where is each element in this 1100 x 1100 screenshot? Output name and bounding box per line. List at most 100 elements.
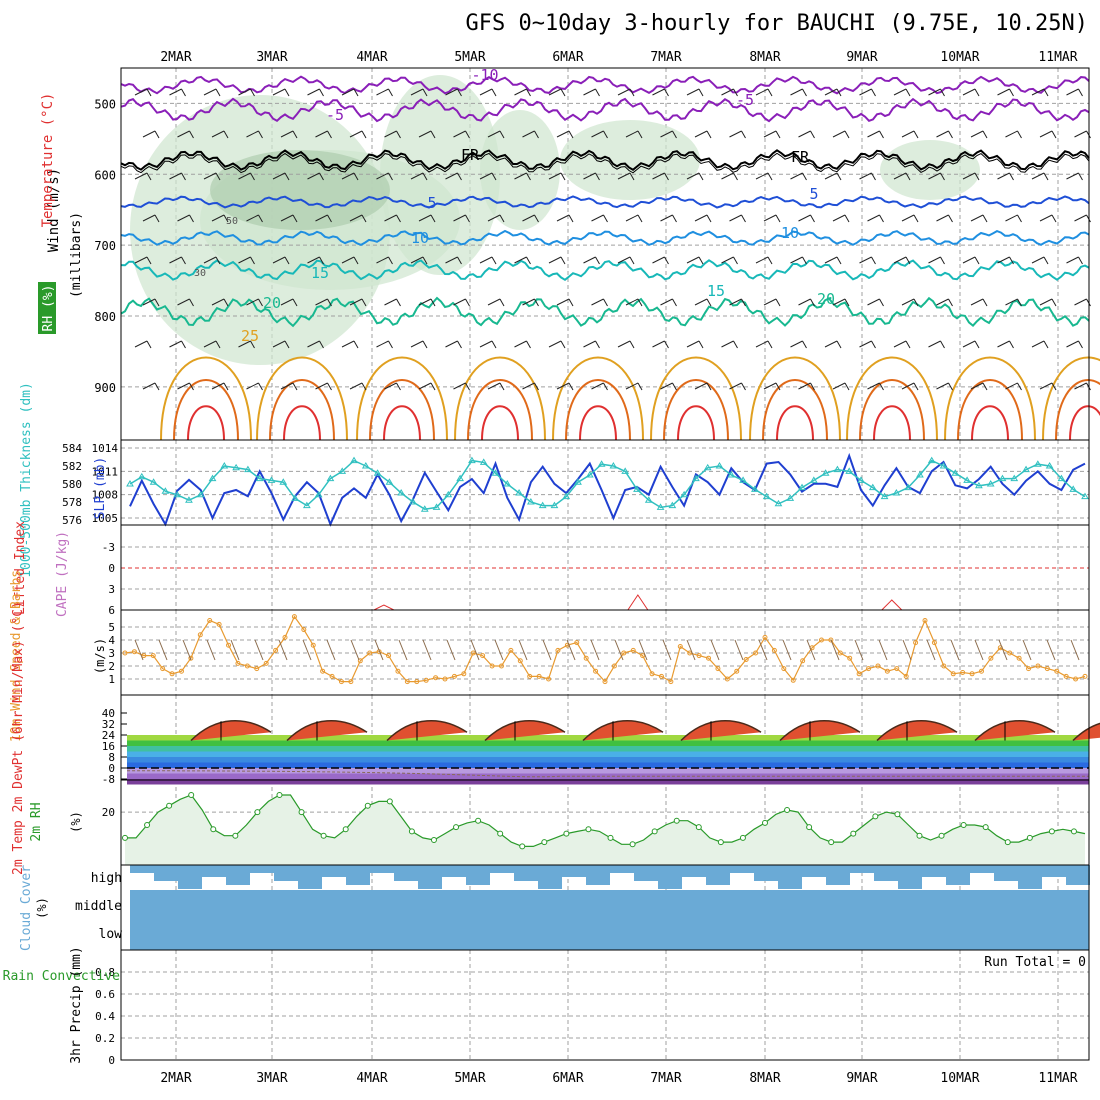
rh-shading bbox=[560, 120, 700, 200]
wind-barb bbox=[629, 340, 635, 349]
wind-speed-point bbox=[856, 671, 862, 677]
wind-barb bbox=[962, 340, 976, 348]
rh-point bbox=[629, 841, 636, 848]
wind-barb bbox=[962, 256, 976, 264]
thickness-marker bbox=[137, 472, 146, 480]
wind-speed-point bbox=[310, 642, 316, 648]
wind-tick-label: 4 bbox=[108, 634, 115, 647]
rh-point bbox=[210, 826, 217, 833]
wind-barb bbox=[936, 298, 949, 306]
wind-barb bbox=[349, 214, 363, 222]
wind-tick-label: 5 bbox=[108, 621, 115, 634]
wind-barb bbox=[142, 382, 156, 390]
wind-barb bbox=[1009, 172, 1014, 181]
wind-speed-point bbox=[282, 634, 288, 640]
axis-title-precip: 3hr Precip (mm) bbox=[69, 946, 84, 1063]
temperature-band bbox=[127, 768, 1089, 774]
wind-barb bbox=[879, 382, 884, 391]
contour-30 bbox=[173, 379, 239, 441]
wind-barb bbox=[1043, 172, 1049, 181]
rh-point bbox=[828, 839, 835, 846]
rh-point bbox=[739, 834, 746, 841]
contour-freezing bbox=[120, 149, 1090, 172]
wind-barb bbox=[832, 130, 846, 138]
rh-point bbox=[144, 822, 151, 828]
wind-speed-point bbox=[771, 647, 777, 653]
wind-speed-point bbox=[1016, 655, 1022, 661]
wind-barb bbox=[844, 382, 850, 391]
wind-barb bbox=[824, 88, 838, 96]
wind-barb bbox=[997, 256, 1010, 264]
contour-25 bbox=[944, 356, 1036, 441]
wind-barb-10m bbox=[302, 639, 312, 661]
wind-barb bbox=[457, 256, 462, 265]
rh-point bbox=[982, 824, 989, 831]
wind-barb bbox=[625, 298, 639, 306]
wind-barb bbox=[767, 172, 773, 181]
wind-barb bbox=[211, 298, 225, 306]
wind-barb bbox=[595, 256, 600, 265]
wind-barb bbox=[867, 130, 880, 138]
wind-barb bbox=[879, 298, 884, 307]
wind-barb bbox=[970, 382, 984, 390]
wind-barb bbox=[361, 214, 367, 223]
cloud-high-bar bbox=[178, 865, 202, 889]
wind-barb bbox=[238, 172, 251, 180]
wind-barb bbox=[422, 256, 428, 265]
wind-barb bbox=[284, 256, 290, 265]
temperature-band bbox=[127, 779, 1089, 785]
temp-tick-label: 40 bbox=[102, 707, 115, 720]
wind-barb bbox=[445, 340, 458, 348]
cloud-high-bar bbox=[346, 865, 370, 885]
wind-barb bbox=[664, 172, 669, 181]
wind-barb bbox=[879, 214, 884, 223]
wind-barb bbox=[698, 340, 704, 349]
wind-barb bbox=[280, 382, 294, 390]
wind-barb bbox=[526, 88, 531, 97]
wind-barb bbox=[948, 382, 953, 391]
axis-units-cloud: (%) bbox=[35, 897, 49, 919]
slp-line bbox=[129, 452, 1086, 527]
wind-barb bbox=[384, 214, 397, 222]
wind-barb bbox=[203, 256, 217, 264]
temperature-band bbox=[127, 740, 1089, 746]
wind-barb bbox=[905, 172, 911, 181]
thickness-marker bbox=[680, 490, 689, 498]
cloud-high-bar bbox=[946, 865, 970, 885]
wind-speed-point bbox=[226, 642, 232, 648]
temp-tick-label: 8 bbox=[108, 751, 115, 764]
wind-tick-label: 1 bbox=[108, 673, 115, 686]
wind-barb-10m bbox=[614, 639, 624, 661]
wind-barb bbox=[181, 340, 186, 349]
contour-label: 5 bbox=[427, 194, 436, 212]
rh-point bbox=[276, 792, 283, 798]
wind-barb bbox=[246, 130, 259, 138]
wind-barb bbox=[258, 298, 263, 307]
wind-barb bbox=[465, 214, 470, 223]
wind-barb bbox=[410, 256, 424, 264]
rh-point bbox=[430, 837, 437, 843]
wind-barb-10m bbox=[878, 639, 888, 661]
wind-barb bbox=[146, 340, 152, 349]
wind-barb bbox=[625, 214, 639, 222]
wind-barb-10m bbox=[206, 639, 216, 661]
wind-barb bbox=[1039, 298, 1053, 306]
wind-barb bbox=[376, 172, 389, 180]
wind-barb bbox=[284, 340, 290, 349]
wind-barb bbox=[341, 340, 355, 348]
wind-barb bbox=[948, 214, 953, 223]
wind-barb bbox=[534, 214, 539, 223]
wind-barb bbox=[169, 88, 182, 96]
wind-barb bbox=[548, 88, 562, 96]
wind-barb bbox=[672, 298, 677, 307]
wind-barb bbox=[457, 340, 462, 349]
wind-barb bbox=[479, 88, 493, 96]
precip-tick-label: 0.8 bbox=[95, 966, 115, 979]
thickness-marker bbox=[350, 456, 358, 464]
wind-barb bbox=[272, 88, 286, 96]
wind-barb bbox=[146, 172, 152, 181]
wind-barb bbox=[445, 172, 458, 180]
wind-barb bbox=[698, 88, 704, 97]
wind-barb bbox=[970, 214, 984, 222]
wind-barb bbox=[134, 256, 148, 264]
